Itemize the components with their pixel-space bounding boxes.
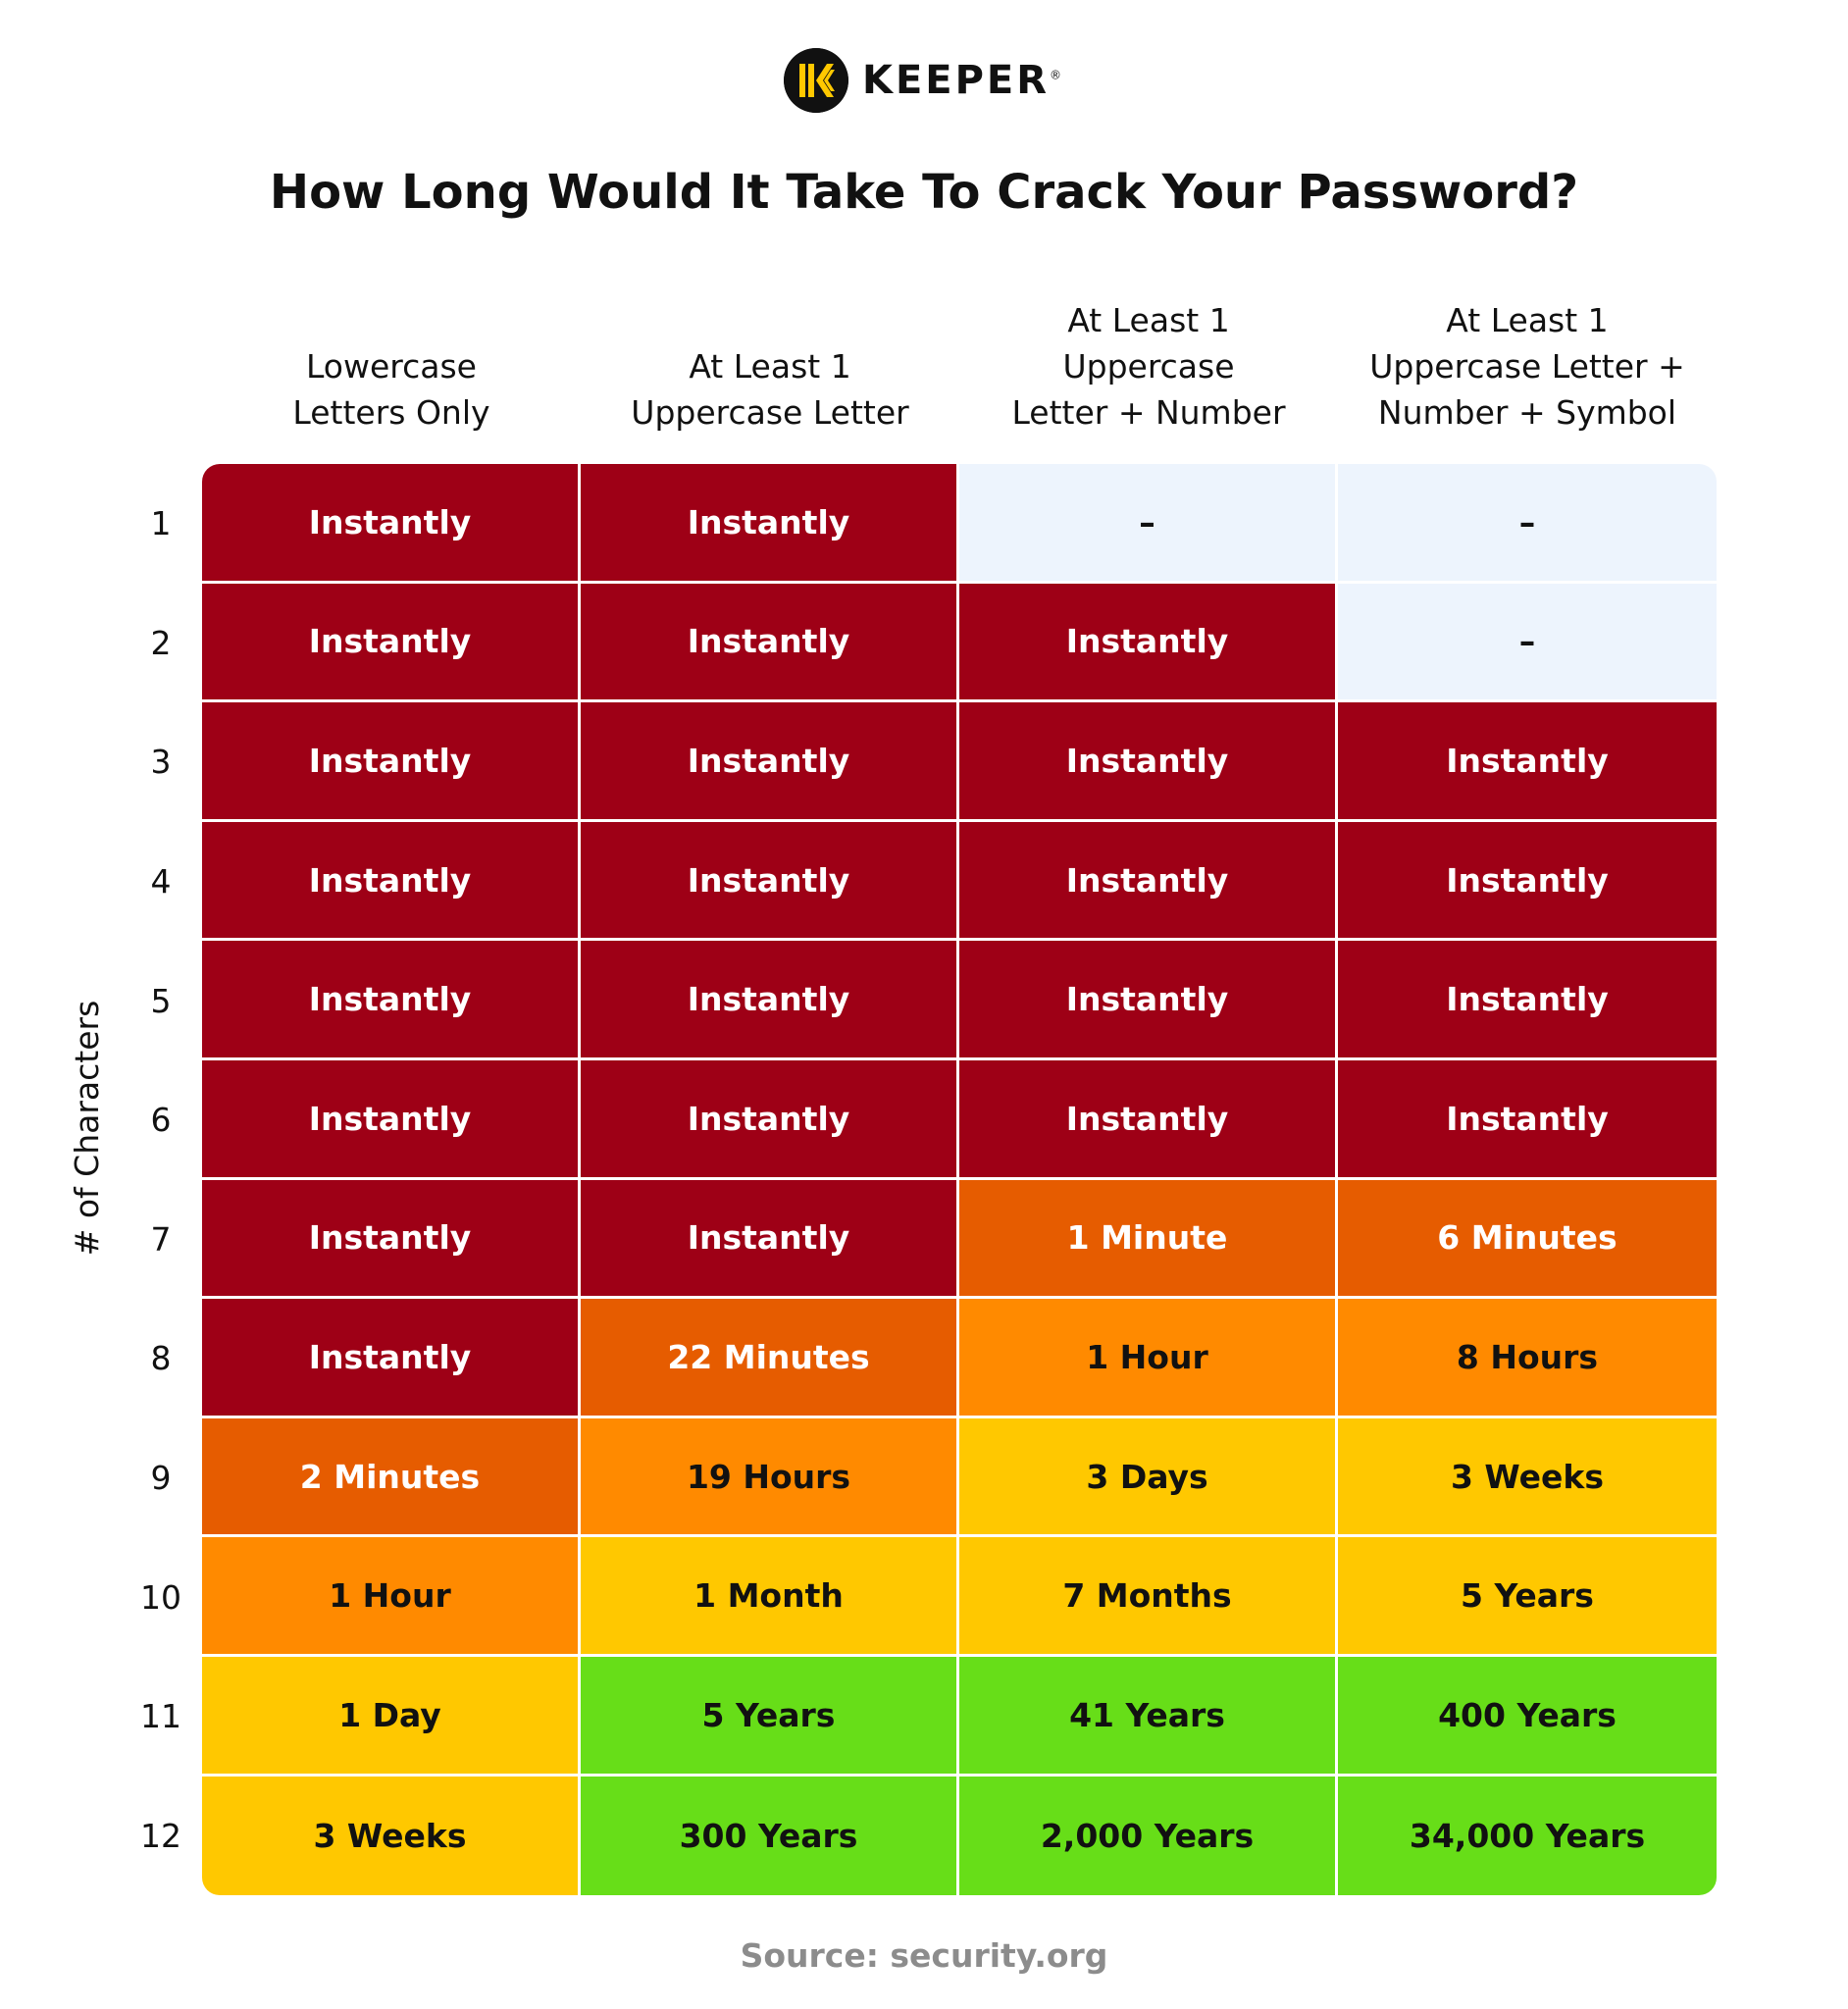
cell-r5-c1: Instantly — [202, 941, 581, 1060]
cell-r7-c3: 1 Minute — [959, 1179, 1338, 1300]
row-label-3: 3 — [150, 743, 172, 782]
cell-r1-c3: – — [959, 464, 1338, 584]
cell-r7-c1: Instantly — [202, 1179, 581, 1300]
cell-r3-c4: Instantly — [1338, 702, 1717, 822]
row-label-4: 4 — [150, 862, 172, 901]
crack-time-grid: Instantly Instantly – – Instantly Instantly In… — [202, 464, 1717, 1895]
cell-r7-c4: 6 Minutes — [1338, 1179, 1717, 1300]
brand-name: KEEPER — [861, 58, 1051, 103]
cell-r8-c3: 1 Hour — [959, 1299, 1338, 1418]
brand-wordmark: KEEPER® — [862, 58, 1064, 103]
cell-r2-c3: Instantly — [959, 583, 1338, 703]
keeper-k-icon — [783, 48, 848, 113]
column-header-2: At Least 1 Uppercase Letter — [631, 347, 909, 432]
cell-r5-c2: Instantly — [581, 941, 959, 1060]
cell-r8-c1: Instantly — [202, 1299, 581, 1418]
cell-r5-c4: Instantly — [1338, 941, 1717, 1060]
column-header-3: At Least 1 Uppercase Letter + Number — [1011, 301, 1286, 432]
row-label-2: 2 — [150, 623, 172, 662]
cell-r11-c3: 41 Years — [959, 1657, 1338, 1777]
column-header-4: At Least 1 Uppercase Letter + Number + S… — [1369, 301, 1685, 432]
cell-r4-c2: Instantly — [581, 821, 959, 942]
cell-r11-c2: 5 Years — [581, 1657, 959, 1777]
cell-r10-c3: 7 Months — [959, 1537, 1338, 1657]
cell-r4-c4: Instantly — [1338, 821, 1717, 942]
column-header-1: Lowercase Letters Only — [292, 347, 490, 432]
cell-r1-c2: Instantly — [581, 464, 959, 584]
cell-r10-c2: 1 Month — [581, 1537, 959, 1657]
row-label-9: 9 — [150, 1459, 172, 1498]
cell-r1-c1: Instantly — [202, 464, 581, 584]
row-label-1: 1 — [150, 504, 172, 543]
cell-r8-c4: 8 Hours — [1338, 1299, 1717, 1418]
row-label-12: 12 — [140, 1816, 181, 1855]
cell-r10-c4: 5 Years — [1338, 1537, 1717, 1657]
cell-r3-c1: Instantly — [202, 702, 581, 822]
cell-r12-c3: 2,000 Years — [959, 1776, 1338, 1895]
row-label-5: 5 — [150, 981, 172, 1020]
cell-r12-c2: 300 Years — [581, 1776, 959, 1895]
cell-r2-c4: – — [1338, 583, 1717, 703]
chart-title: How Long Would It Take To Crack Your Pas… — [269, 165, 1579, 220]
cell-r9-c4: 3 Weeks — [1338, 1417, 1717, 1538]
cell-r3-c2: Instantly — [581, 702, 959, 822]
cell-r3-c3: Instantly — [959, 702, 1338, 822]
cell-r10-c1: 1 Hour — [202, 1537, 581, 1657]
row-label-7: 7 — [150, 1219, 172, 1259]
cell-r6-c3: Instantly — [959, 1060, 1338, 1180]
cell-r12-c1: 3 Weeks — [202, 1776, 581, 1895]
cell-r6-c4: Instantly — [1338, 1060, 1717, 1180]
source-label: Source: security.org — [740, 1936, 1108, 1975]
cell-r7-c2: Instantly — [581, 1179, 959, 1300]
registered-mark: ® — [1050, 68, 1065, 82]
cell-r11-c1: 1 Day — [202, 1657, 581, 1777]
cell-r2-c2: Instantly — [581, 583, 959, 703]
cell-r2-c1: Instantly — [202, 583, 581, 703]
y-axis-title: # of Characters — [67, 1000, 106, 1257]
row-label-11: 11 — [140, 1697, 181, 1736]
cell-r4-c1: Instantly — [202, 821, 581, 942]
row-label-8: 8 — [150, 1339, 172, 1378]
cell-r6-c2: Instantly — [581, 1060, 959, 1180]
row-label-10: 10 — [140, 1577, 181, 1617]
cell-r9-c3: 3 Days — [959, 1417, 1338, 1538]
cell-r9-c2: 19 Hours — [581, 1417, 959, 1538]
cell-r11-c4: 400 Years — [1338, 1657, 1717, 1777]
brand-logo: KEEPER® — [0, 41, 1848, 120]
cell-r4-c3: Instantly — [959, 821, 1338, 942]
row-label-6: 6 — [150, 1101, 172, 1140]
cell-r8-c2: 22 Minutes — [581, 1299, 959, 1418]
cell-r5-c3: Instantly — [959, 941, 1338, 1060]
cell-r6-c1: Instantly — [202, 1060, 581, 1180]
cell-r1-c4: – — [1338, 464, 1717, 584]
cell-r12-c4: 34,000 Years — [1338, 1776, 1717, 1895]
cell-r9-c1: 2 Minutes — [202, 1417, 581, 1538]
